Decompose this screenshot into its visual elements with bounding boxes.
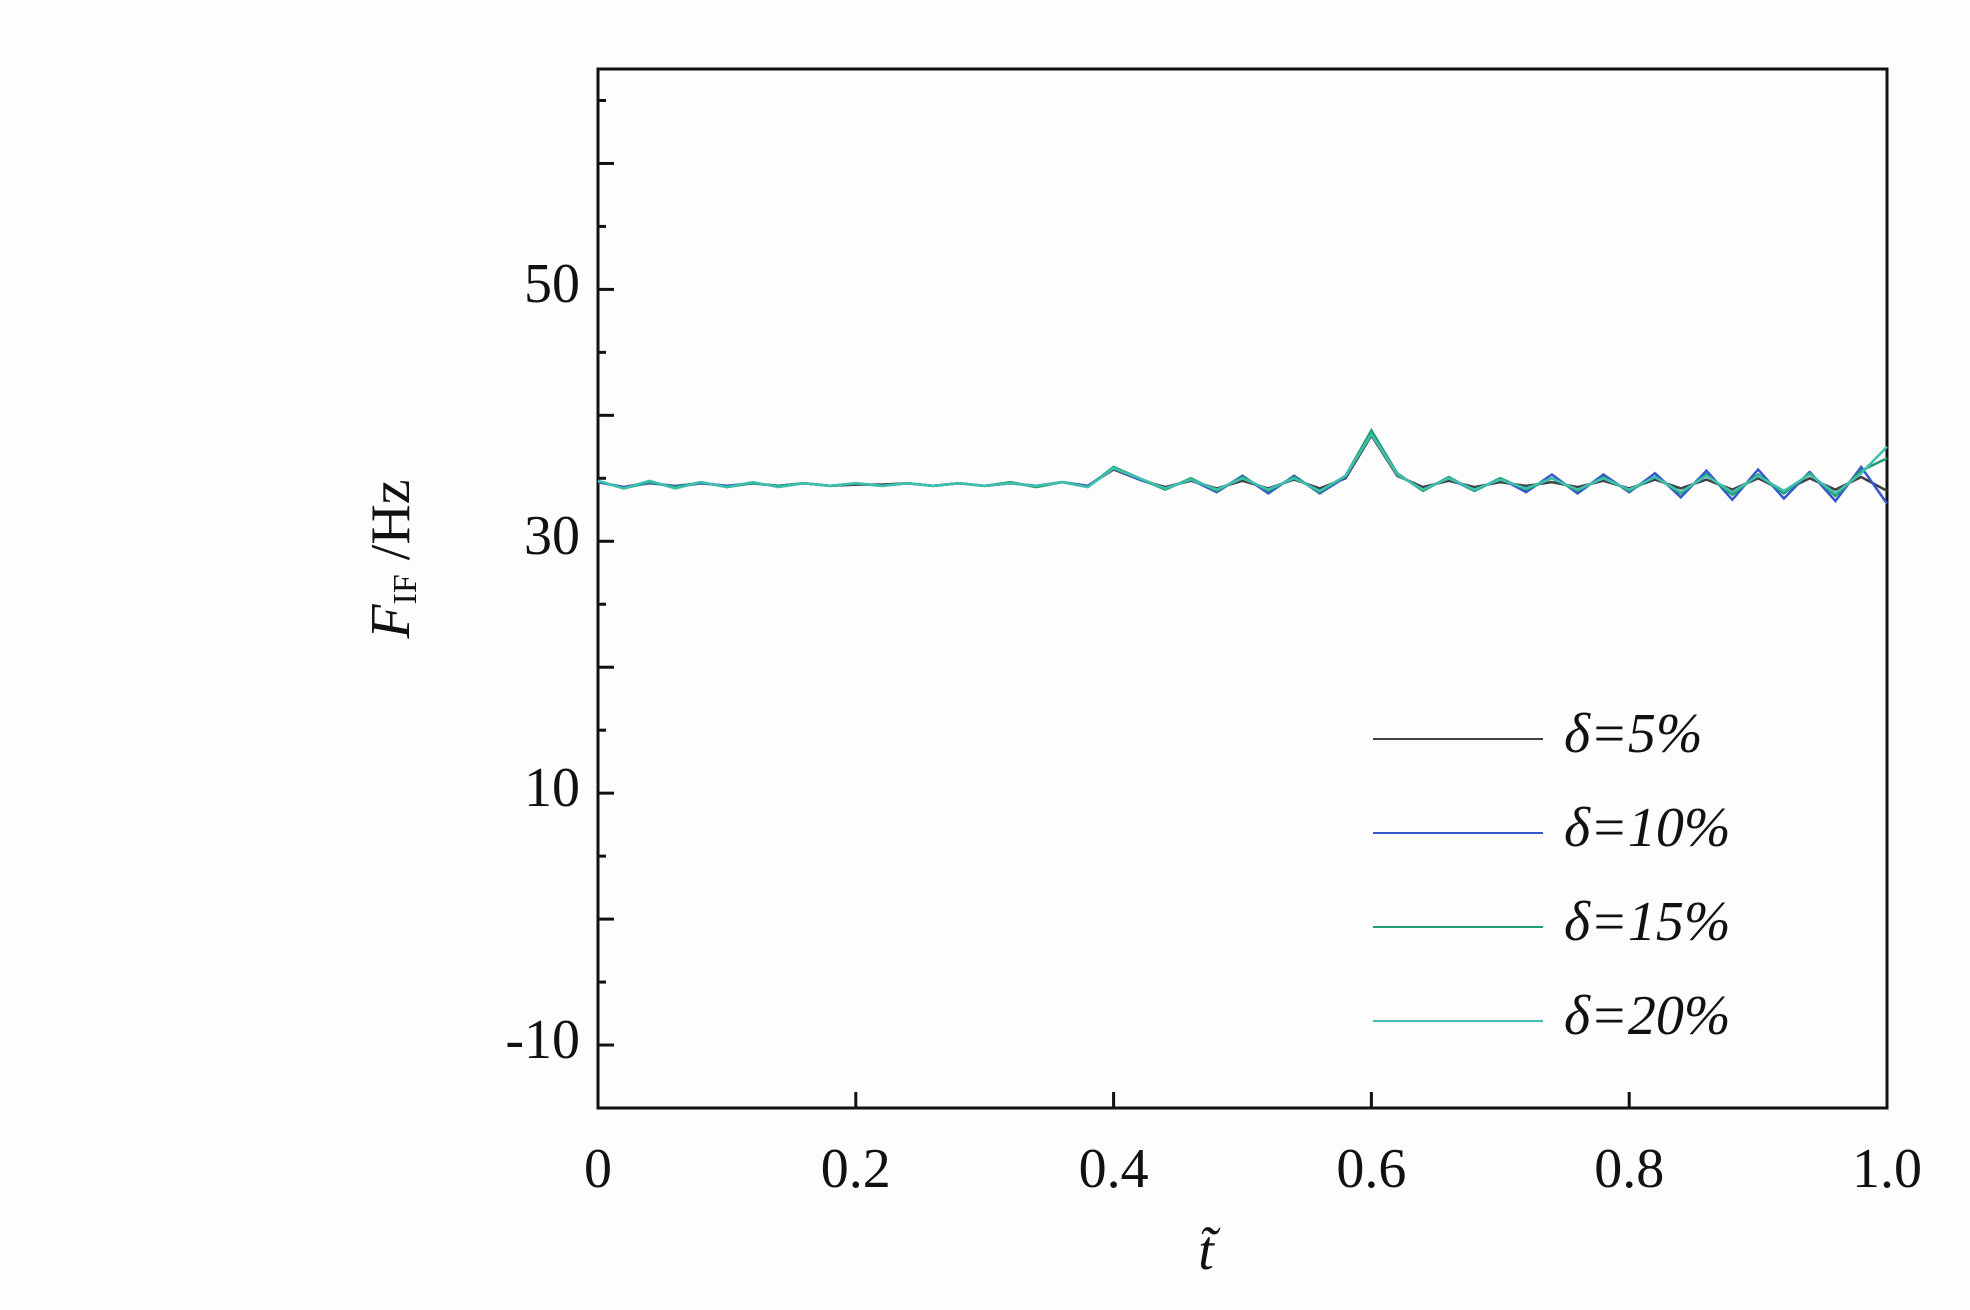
- y-label-main: F: [360, 604, 422, 640]
- series-line: [597, 431, 1888, 495]
- y-label-unit: /Hz: [360, 479, 422, 574]
- legend-label: δ=5%: [1564, 703, 1702, 765]
- y-tick-label: -10: [505, 1009, 580, 1071]
- x-tick-label: 1.0: [1852, 1138, 1922, 1200]
- legend-label: δ=20%: [1564, 985, 1730, 1047]
- y-tick-label: 30: [524, 505, 580, 567]
- x-axis-label: t̃: [1198, 1220, 1221, 1282]
- legend-label: δ=10%: [1564, 797, 1730, 859]
- x-tick-label: 0.6: [1336, 1138, 1406, 1200]
- series-line: [597, 430, 1889, 505]
- x-tick-label: 0: [584, 1138, 612, 1200]
- y-axis-label: FIF /Hz: [360, 479, 424, 639]
- x-tick-label: 0.2: [821, 1138, 891, 1200]
- y-label-sub: IF: [387, 574, 424, 604]
- x-tick-label: 0.4: [1079, 1138, 1149, 1200]
- plot-frame: [596, 67, 1889, 1110]
- y-tick-label: 10: [524, 757, 580, 819]
- x-tick-label: 0.8: [1594, 1138, 1664, 1200]
- legend-label: δ=15%: [1564, 891, 1730, 953]
- y-tick-label: 50: [524, 253, 580, 315]
